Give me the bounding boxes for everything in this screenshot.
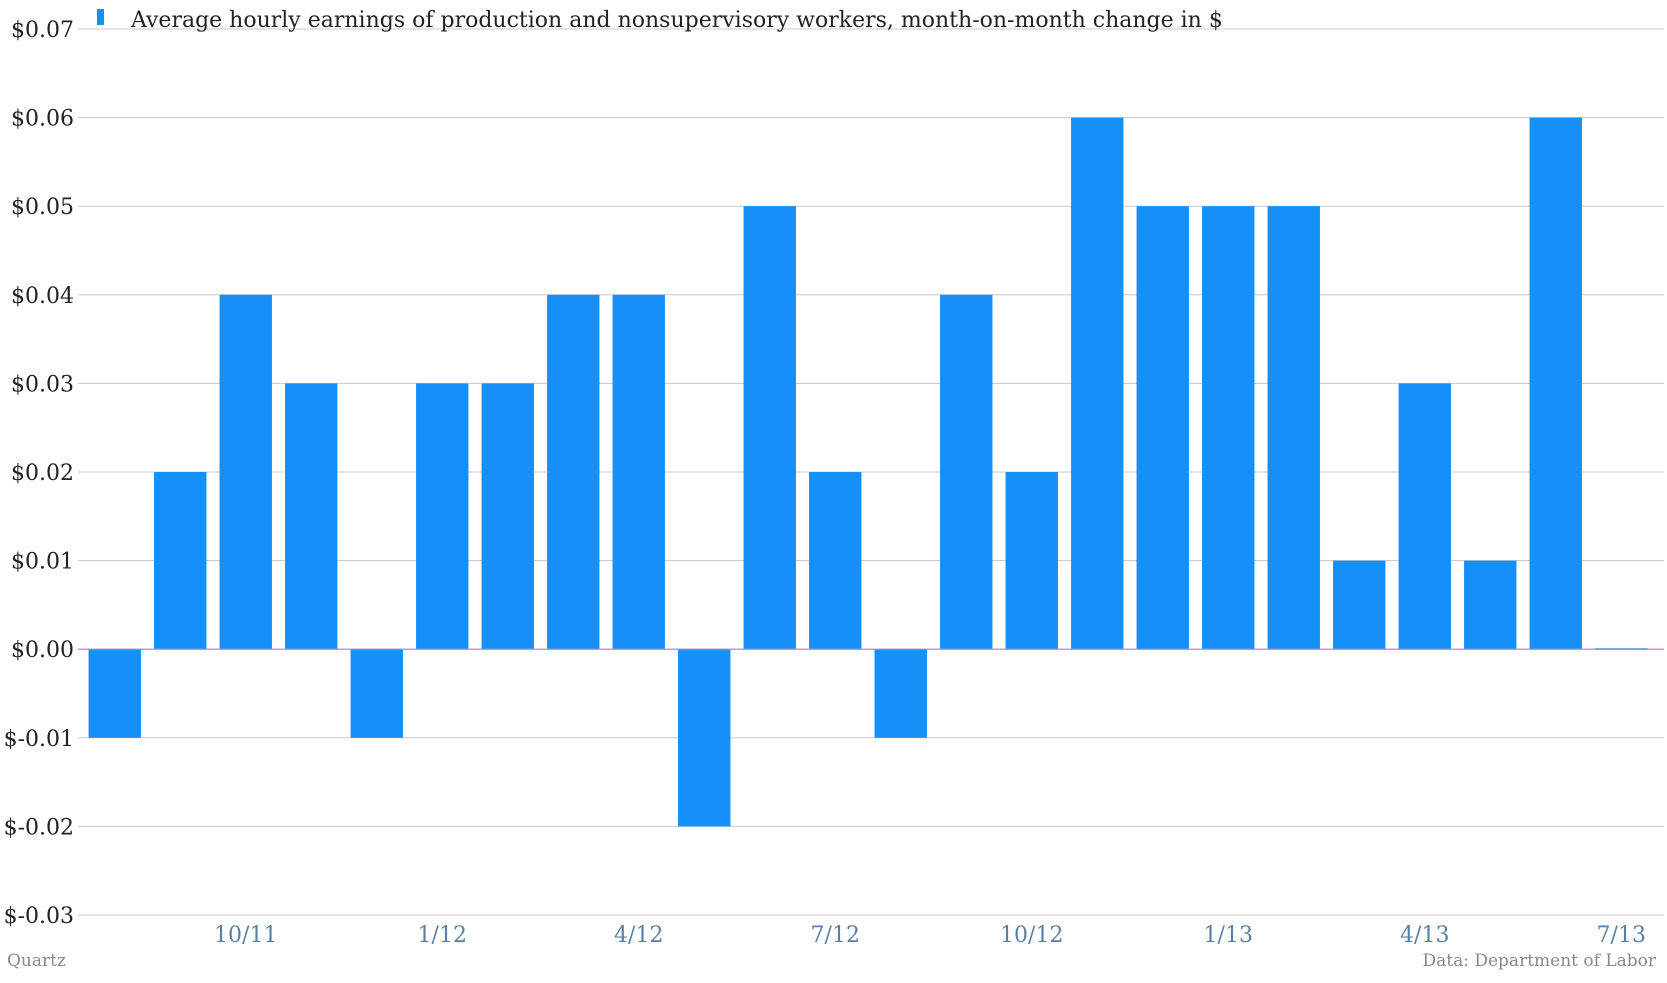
y-axis-tick-labels: $0.07 $0.06 $0.05 $0.04 $0.03 $0.02 $0.01 $0.00…: [4, 18, 74, 929]
y-tick-label: $0.03: [11, 372, 74, 397]
bar: [481, 383, 534, 650]
legend-label: Average hourly earnings of production an…: [130, 8, 1223, 33]
bar: [154, 472, 207, 650]
y-tick-label: $0.05: [11, 195, 74, 220]
x-axis-tick-labels: 10/11 1/12 4/12 7/12 10/12 1/13 4/13 7/13: [214, 923, 1646, 948]
bar: [285, 383, 338, 650]
y-tick-label: $0.04: [11, 284, 74, 309]
legend: Average hourly earnings of production an…: [97, 8, 1223, 33]
x-tick-label: 7/12: [811, 923, 860, 948]
bar: [219, 294, 272, 650]
legend-swatch: [97, 9, 104, 25]
bar: [874, 649, 927, 738]
bar: [612, 294, 665, 650]
source-left: Quartz: [7, 951, 66, 971]
y-tick-label: $0.00: [11, 638, 74, 663]
bar: [1464, 560, 1517, 650]
x-tick-label: 1/13: [1204, 923, 1253, 948]
bar: [350, 649, 403, 738]
bar: [1267, 206, 1320, 650]
bar: [88, 649, 141, 738]
bar: [416, 383, 469, 650]
x-tick-label: 7/13: [1597, 923, 1646, 948]
bar: [1005, 472, 1058, 650]
bar: [743, 206, 796, 650]
bar: [940, 294, 993, 650]
y-tick-label: $0.07: [11, 18, 74, 43]
x-tick-label: 10/12: [1000, 923, 1063, 948]
source-right: Data: Department of Labor: [1423, 951, 1657, 971]
bars: [88, 117, 1648, 827]
y-tick-label: $0.01: [11, 550, 74, 575]
bar: [1529, 117, 1582, 650]
y-tick-label: $-0.01: [4, 727, 74, 752]
bar: [809, 472, 862, 650]
x-tick-label: 10/11: [214, 923, 277, 948]
x-tick-label: 4/13: [1400, 923, 1449, 948]
y-tick-label: $0.02: [11, 461, 74, 486]
x-tick-label: 1/12: [418, 923, 467, 948]
x-tick-label: 4/12: [614, 923, 663, 948]
bar: [1202, 206, 1255, 650]
bar: [1136, 206, 1189, 650]
y-tick-label: $0.06: [11, 107, 74, 132]
y-tick-label: $-0.02: [4, 815, 74, 840]
bar: [1333, 560, 1386, 650]
bar: [547, 294, 600, 650]
bar: [678, 649, 731, 827]
y-tick-label: $-0.03: [4, 904, 74, 929]
gridlines: [78, 28, 1664, 916]
bar: [1398, 383, 1451, 650]
bar: [1071, 117, 1124, 650]
